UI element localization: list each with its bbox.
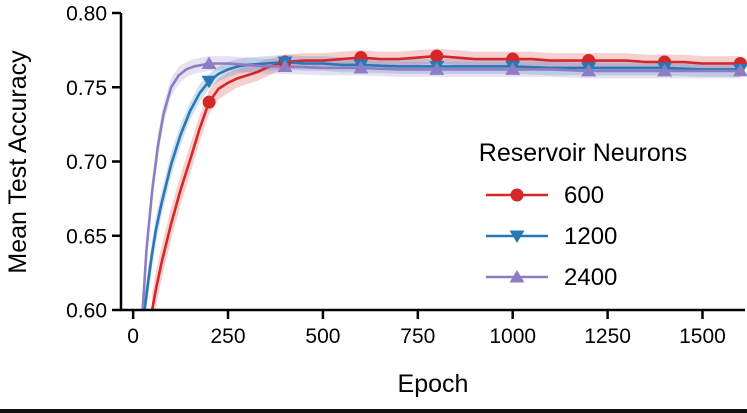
legend-entry-1200: 1200 — [486, 223, 617, 250]
confidence-bands — [142, 48, 741, 310]
x-tick-label: 250 — [211, 325, 246, 348]
series-band-1200 — [144, 54, 741, 310]
circle-marker-icon — [202, 95, 216, 109]
series-line-1200 — [143, 60, 742, 310]
triangle-up-marker-icon — [353, 60, 369, 74]
x-axis-label: Epoch — [398, 370, 469, 398]
legend: Reservoir Neurons 600 1200 2400 — [479, 139, 687, 291]
triangle-up-marker-icon — [581, 63, 597, 77]
triangle-up-marker-icon — [429, 62, 445, 75]
triangle-up-marker-icon — [201, 56, 217, 69]
series-markers — [201, 49, 747, 109]
series-line-600 — [150, 54, 742, 310]
x-tick-label: 1250 — [584, 325, 631, 348]
triangle-down-marker-icon — [201, 75, 217, 89]
legend-label-1200: 1200 — [564, 223, 617, 250]
legend-label-2400: 2400 — [564, 264, 617, 291]
triangle-up-marker-icon — [732, 63, 747, 77]
legend-label-600: 600 — [564, 182, 604, 209]
triangle-up-marker-icon — [657, 63, 673, 77]
legend-entry-2400: 2400 — [486, 264, 617, 291]
tick-labels: 0 250 500 750 1000 1250 1500 0.60 0.65 0.70 0.75 0.… — [66, 3, 726, 349]
x-tick-label: 0 — [127, 325, 139, 348]
legend-entries: 600 1200 2400 — [486, 182, 617, 291]
triangle-up-marker-icon — [505, 62, 521, 75]
series-band-600 — [152, 48, 741, 310]
legend-triangle-down-marker-icon — [509, 230, 525, 243]
x-tick-label: 500 — [305, 325, 340, 348]
series-line-2400 — [141, 62, 742, 310]
axes — [112, 11, 745, 319]
legend-title: Reservoir Neurons — [479, 139, 687, 167]
y-axis-label: Mean Test Accuracy — [4, 50, 32, 274]
legend-circle-marker-icon — [510, 188, 524, 202]
triangle-up-marker-icon — [277, 59, 293, 72]
y-tick-label: 0.65 — [66, 225, 107, 248]
y-tick-label: 0.80 — [66, 3, 107, 26]
y-tick-label: 0.75 — [66, 77, 107, 100]
y-tick-label: 0.60 — [66, 300, 107, 323]
legend-entry-600: 600 — [486, 182, 604, 209]
series-lines — [141, 54, 742, 310]
x-tick-label: 750 — [400, 325, 435, 348]
series-band-2400 — [142, 56, 741, 310]
circle-marker-icon — [430, 49, 444, 63]
bottom-border — [0, 409, 747, 413]
legend-triangle-up-marker-icon — [509, 270, 525, 283]
series-markers-2400 — [201, 56, 747, 77]
y-tick-label: 0.70 — [66, 151, 107, 174]
x-tick-label: 1500 — [679, 325, 726, 348]
x-tick-label: 1000 — [489, 325, 536, 348]
